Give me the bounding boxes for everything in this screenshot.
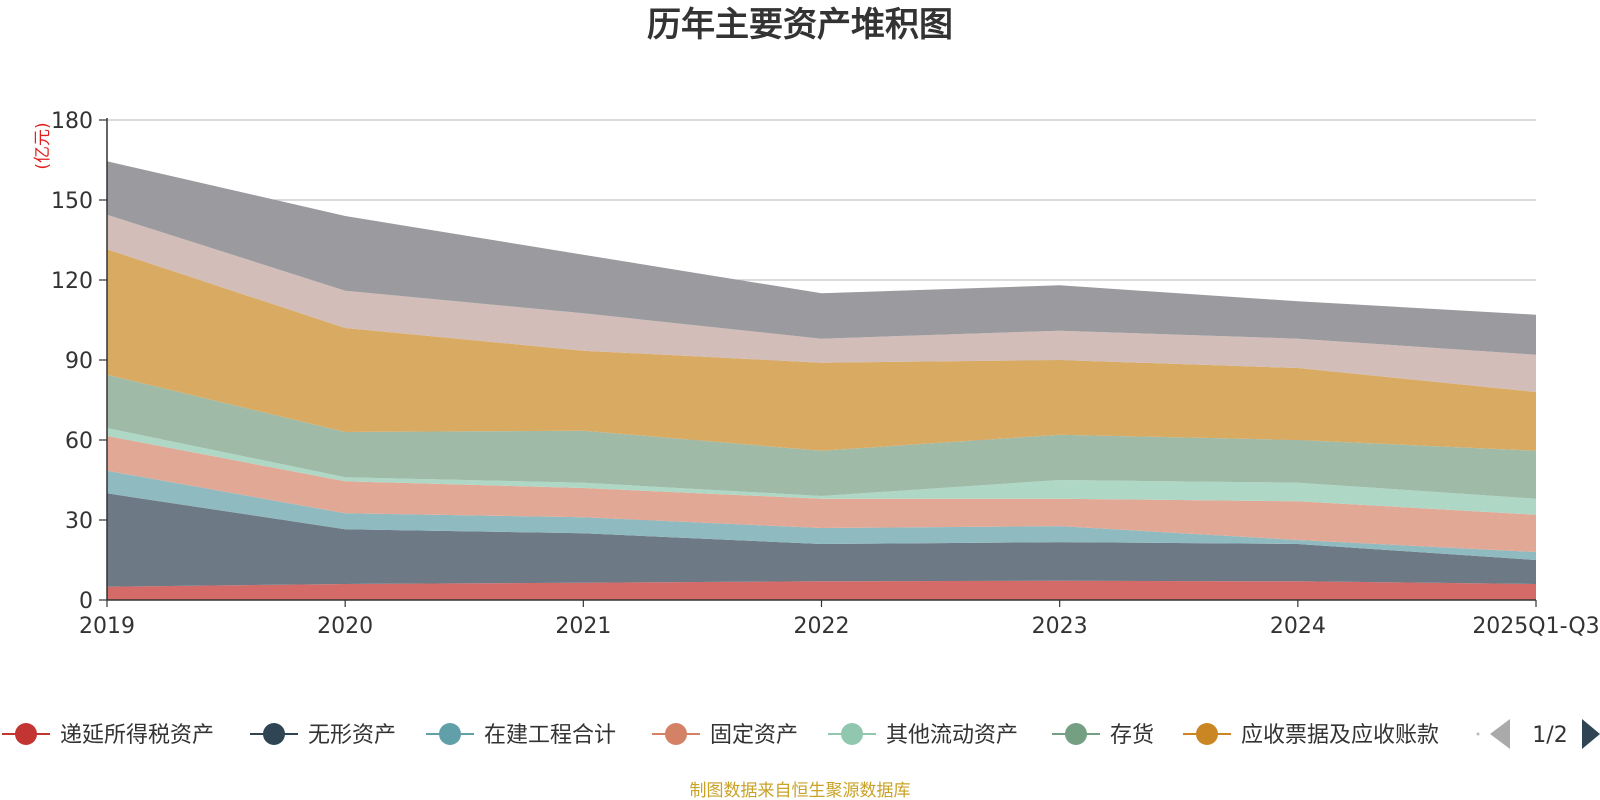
area-series-1: [107, 580, 1536, 600]
legend-marker: [439, 723, 461, 745]
legend-marker: [1065, 723, 1087, 745]
x-tick-label: 2025Q1-Q3: [1472, 614, 1599, 639]
legend-item-3[interactable]: 在建工程合计: [426, 723, 616, 748]
y-tick-label: 0: [79, 589, 93, 614]
area-series-4: [107, 436, 1536, 552]
area-series: [107, 161, 1536, 600]
legend-marker: [263, 723, 285, 745]
legend-item-2[interactable]: 无形资产: [250, 723, 396, 748]
y-axis-unit-label: (亿元): [33, 122, 53, 169]
legend-prev-arrow-icon[interactable]: [1490, 719, 1510, 749]
legend-label: 应收票据及应收账款: [1241, 723, 1439, 748]
area-series-3: [107, 470, 1536, 560]
legend-item-6[interactable]: 存货: [1052, 723, 1154, 748]
y-tick-label: 60: [65, 429, 93, 454]
legend-page-indicator: 1/2: [1532, 723, 1567, 748]
y-tick-label: 180: [51, 109, 93, 134]
legend-marker: [841, 723, 863, 745]
x-tick-label: 2021: [555, 614, 611, 639]
x-tick-label: 2023: [1032, 614, 1088, 639]
legend-label: 其他流动资产: [886, 723, 1018, 748]
y-tick-label: 90: [65, 349, 93, 374]
legend-item-7[interactable]: 应收票据及应收账款: [1183, 723, 1439, 748]
legend-item-4[interactable]: 固定资产: [652, 723, 798, 748]
legend-item-5[interactable]: 其他流动资产: [828, 723, 1018, 748]
x-tick-label: 2020: [317, 614, 373, 639]
y-tick-label: 120: [51, 269, 93, 294]
legend-label: 固定资产: [710, 723, 798, 748]
legend-label: 存货: [1110, 723, 1154, 748]
legend-label: 递延所得税资产: [60, 723, 214, 748]
y-tick-label: 30: [65, 509, 93, 534]
legend-label: 无形资产: [308, 723, 396, 748]
axes: 0 30 60 90 120 150 180 2019 2020 2021 2022 2023 2024…: [51, 109, 1600, 639]
legend: 递延所得税资产 无形资产 在建工程合计 固定资产 其他流动资产 存货 应收票据及应收账款 1/…: [2, 719, 1600, 749]
x-tick-label: 2019: [79, 614, 135, 639]
legend-marker: [665, 723, 687, 745]
area-series-8: [107, 214, 1536, 392]
legend-more-dot: [1476, 732, 1480, 736]
chart-title: 历年主要资产堆积图: [647, 5, 953, 45]
data-source-footer: 制图数据来自恒生聚源数据库: [690, 781, 911, 800]
area-series-5: [107, 428, 1536, 515]
area-series-7: [107, 249, 1536, 451]
legend-next-arrow-icon[interactable]: [1582, 719, 1600, 749]
legend-item-1[interactable]: 递延所得税资产: [2, 723, 214, 748]
x-tick-label: 2024: [1270, 614, 1326, 639]
y-tick-label: 150: [51, 189, 93, 214]
legend-label: 在建工程合计: [484, 723, 616, 748]
area-series-6: [107, 374, 1536, 499]
legend-marker: [1196, 723, 1218, 745]
area-series-2: [107, 493, 1536, 587]
x-tick-label: 2022: [794, 614, 850, 639]
legend-marker: [15, 723, 37, 745]
area-series-9: [107, 161, 1536, 355]
